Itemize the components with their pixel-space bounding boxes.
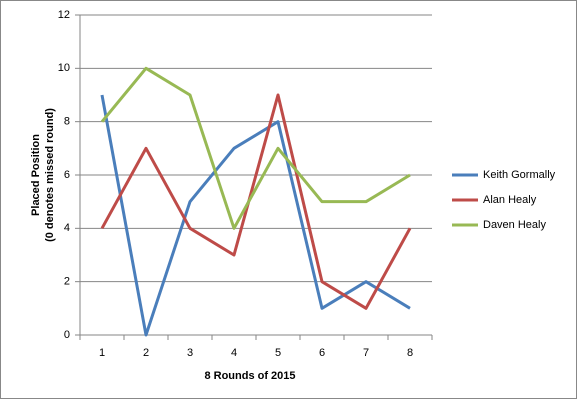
y-axis-label-line: Placed Position [30, 134, 42, 216]
y-tick-label: 0 [64, 329, 70, 341]
x-tick-label: 7 [363, 347, 369, 359]
x-tick-label: 6 [319, 347, 325, 359]
y-tick-label: 8 [64, 116, 70, 128]
series-line [100, 93, 412, 310]
x-tick-label: 5 [275, 347, 281, 359]
y-tick-label: 12 [58, 9, 70, 21]
y-tick-label: 10 [58, 62, 70, 74]
legend-label: Daven Healy [483, 219, 546, 231]
y-tick-label: 2 [64, 276, 70, 288]
series-line [100, 94, 411, 337]
x-tick-label: 2 [143, 347, 149, 359]
y-tick-label: 4 [64, 222, 70, 234]
y-tick-label: 6 [64, 169, 70, 181]
legend-label: Alan Healy [483, 194, 537, 206]
y-axis-label: Placed Position (0 denotes missed round) [30, 108, 56, 242]
x-tick-label: 1 [99, 347, 105, 359]
legend-label: Keith Gormally [483, 169, 556, 181]
series-line [100, 66, 411, 230]
x-axis-label: 8 Rounds of 2015 [204, 370, 295, 382]
y-axis-label-line: (0 denotes missed round) [44, 108, 56, 242]
x-tick-label: 3 [187, 347, 193, 359]
x-tick-label: 4 [231, 347, 237, 359]
x-tick-label: 8 [407, 347, 413, 359]
